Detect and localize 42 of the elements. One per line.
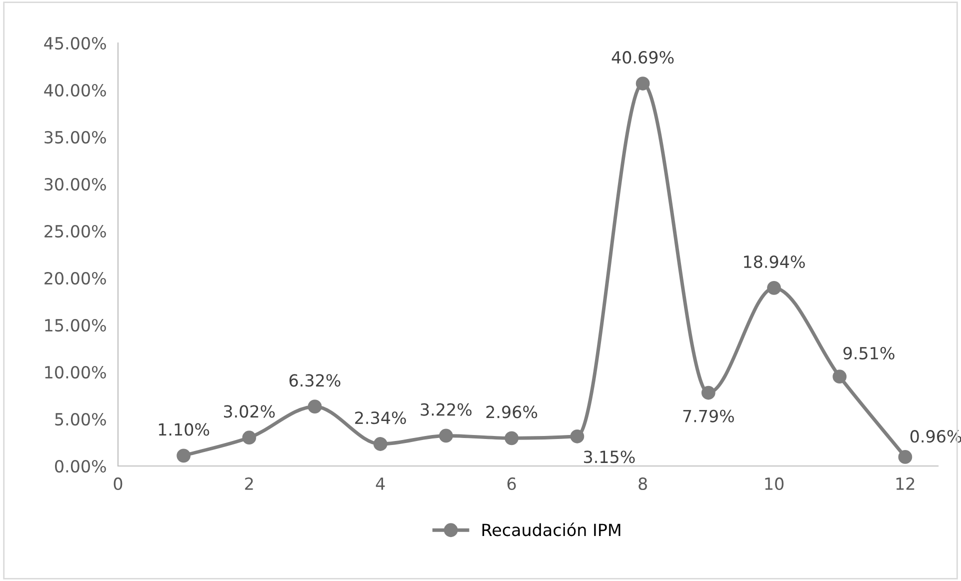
point [636, 76, 650, 90]
point [504, 431, 519, 446]
legend-label: Recaudación IPM [482, 522, 620, 536]
y-tick-label: 20.00% [44, 272, 106, 285]
data-label: 2.34% [355, 412, 406, 424]
point [308, 400, 322, 414]
y-tick-label: 15.00% [45, 318, 106, 332]
y-tick-label: 0.00% [55, 460, 106, 473]
data-label: 3.22% [420, 403, 472, 416]
data-label: 6.32% [289, 374, 340, 387]
data-label: 7.79% [683, 410, 734, 422]
x-tick-label: 8 [638, 477, 647, 490]
y-tick-label: 35.00% [44, 130, 106, 144]
data-label: 3.15% [584, 450, 635, 464]
data-label: 9.51% [843, 346, 894, 360]
y-tick-label: 40.00% [44, 84, 106, 97]
data-label: 18.94% [744, 255, 805, 268]
x-tick-label: 6 [507, 477, 516, 490]
point [898, 450, 912, 464]
x-tick-label: 0 [114, 477, 122, 490]
point [701, 386, 716, 400]
data-label: 40.69% [612, 51, 674, 64]
data-label: 3.02% [224, 405, 275, 418]
x-tick-label: 2 [245, 477, 253, 490]
point [832, 370, 847, 384]
y-tick-label: 30.00% [44, 178, 106, 191]
point [373, 437, 388, 451]
point [176, 448, 191, 463]
data-label: 1.10% [158, 423, 210, 436]
x-tick-label: 10 [765, 477, 784, 490]
y-tick-label: 10.00% [45, 366, 106, 379]
data-label: 0.96% [910, 430, 961, 443]
x-tick-label: 12 [896, 477, 914, 490]
y-tick-label: 25.00% [44, 224, 106, 238]
y-tick-label: 5.00% [55, 412, 106, 426]
x-tick-label: 4 [376, 478, 385, 490]
data-label: 2.96% [486, 406, 538, 418]
y-tick-label: 45.00% [44, 36, 106, 50]
point [767, 281, 781, 295]
point [439, 428, 453, 443]
point [570, 429, 584, 444]
point [242, 430, 256, 445]
